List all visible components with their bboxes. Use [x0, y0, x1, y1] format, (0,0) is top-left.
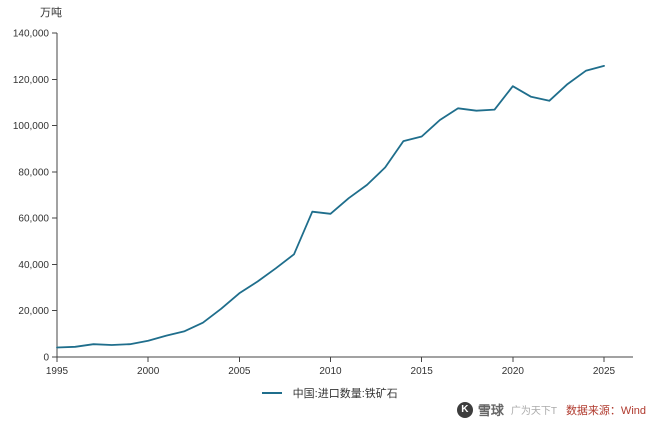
svg-text:2010: 2010 — [319, 366, 342, 377]
chart-legend: 中国:进口数量:铁矿石 — [0, 384, 660, 402]
svg-text:0: 0 — [43, 353, 49, 364]
svg-text:140,000: 140,000 — [13, 29, 50, 40]
data-source-label: 数据来源：Wind — [565, 404, 646, 417]
svg-text:120,000: 120,000 — [13, 75, 50, 86]
svg-text:80,000: 80,000 — [18, 167, 49, 178]
svg-text:60,000: 60,000 — [18, 214, 49, 225]
svg-text:2005: 2005 — [228, 366, 251, 377]
line-chart-svg: 0 20,000 40,000 60,000 80,000 100,000 120,000 1… — [13, 6, 633, 377]
legend-label: 中国:进口数量:铁矿石 — [292, 387, 398, 400]
svg-text:2015: 2015 — [411, 366, 434, 377]
svg-text:40,000: 40,000 — [18, 260, 49, 271]
svg-text:1995: 1995 — [46, 366, 69, 377]
svg-text:2025: 2025 — [593, 366, 616, 377]
xueqiu-logo-icon: K — [456, 401, 473, 418]
svg-text:20,000: 20,000 — [18, 306, 49, 317]
svg-text:万吨: 万吨 — [40, 6, 62, 19]
watermark-username: 广为天下T — [510, 406, 557, 417]
svg-text:100,000: 100,000 — [13, 121, 50, 132]
svg-text:2000: 2000 — [137, 366, 160, 377]
svg-text:2020: 2020 — [502, 366, 525, 377]
watermark-footer: K 雪球 广为天下T 数据来源：Wind — [456, 400, 646, 419]
brand-name: 雪球 — [477, 403, 504, 418]
legend-line-swatch — [262, 391, 283, 394]
